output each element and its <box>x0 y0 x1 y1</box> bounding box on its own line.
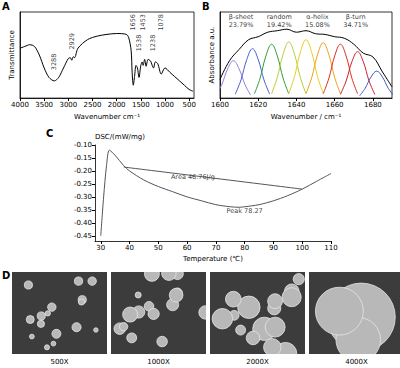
svg-text:Peak 78.27: Peak 78.27 <box>227 207 263 215</box>
svg-text:34.71%: 34.71% <box>343 21 368 29</box>
svg-text:-0.40: -0.40 <box>74 219 92 227</box>
svg-text:Temperature (℃): Temperature (℃) <box>182 255 243 263</box>
svg-text:3500: 3500 <box>35 101 53 109</box>
svg-text:500: 500 <box>182 101 195 109</box>
svg-text:1453: 1453 <box>139 14 147 31</box>
svg-text:19.42%: 19.42% <box>267 21 292 29</box>
svg-text:100: 100 <box>296 244 309 252</box>
svg-text:110: 110 <box>324 244 337 252</box>
svg-text:3000: 3000 <box>59 101 77 109</box>
svg-text:1078: 1078 <box>157 14 165 31</box>
svg-text:-0.25: -0.25 <box>74 180 92 188</box>
svg-text:4000X: 4000X <box>345 358 368 366</box>
svg-text:70: 70 <box>211 244 220 252</box>
svg-text:DSC/(mW/mg): DSC/(mW/mg) <box>95 133 145 141</box>
svg-text:Area 46.76J/g: Area 46.76J/g <box>170 172 215 181</box>
html-text:C: C <box>46 128 54 139</box>
svg-text:Absorbance a.u.: Absorbance a.u. <box>208 27 216 84</box>
svg-text:-0.45: -0.45 <box>74 232 92 240</box>
html-text:B: B <box>202 1 210 12</box>
svg-text:-0.10: -0.10 <box>74 141 92 149</box>
svg-text:2000X: 2000X <box>246 358 269 366</box>
svg-text:500X: 500X <box>50 358 68 366</box>
svg-text:90: 90 <box>269 244 278 252</box>
svg-text:1620: 1620 <box>249 101 267 109</box>
svg-text:1000X: 1000X <box>147 358 170 366</box>
svg-text:15.08%: 15.08% <box>305 21 330 29</box>
svg-text:50: 50 <box>154 244 163 252</box>
svg-text:1660: 1660 <box>326 101 344 109</box>
svg-text:2929: 2929 <box>68 33 76 50</box>
svg-text:Wavenumber cm⁻¹: Wavenumber cm⁻¹ <box>74 113 140 121</box>
svg-text:30: 30 <box>96 244 105 252</box>
svg-text:40: 40 <box>125 244 134 252</box>
svg-text:α-helix: α-helix <box>306 13 328 21</box>
svg-text:1238: 1238 <box>149 35 157 52</box>
svg-text:-0.35: -0.35 <box>74 206 92 214</box>
svg-text:Wavenumber / cm⁻¹: Wavenumber / cm⁻¹ <box>271 113 342 121</box>
svg-text:4000: 4000 <box>11 101 29 109</box>
svg-text:80: 80 <box>240 244 249 252</box>
svg-text:1656: 1656 <box>129 14 137 31</box>
html-text:A: A <box>2 1 10 12</box>
svg-text:random: random <box>267 13 292 21</box>
svg-text:60: 60 <box>183 244 192 252</box>
svg-text:-0.30: -0.30 <box>74 193 92 201</box>
svg-text:1600: 1600 <box>211 101 229 109</box>
svg-text:-0.15: -0.15 <box>74 154 92 162</box>
svg-text:Transmittance: Transmittance <box>8 30 16 81</box>
svg-text:1640: 1640 <box>288 101 306 109</box>
svg-text:1500: 1500 <box>132 101 150 109</box>
svg-text:2500: 2500 <box>84 101 102 109</box>
svg-text:2000: 2000 <box>108 101 126 109</box>
svg-text:1680: 1680 <box>364 101 382 109</box>
svg-text:β-sheet: β-sheet <box>229 13 254 21</box>
svg-text:3288: 3288 <box>50 54 58 71</box>
svg-text:23.79%: 23.79% <box>229 21 254 29</box>
svg-text:-0.20: -0.20 <box>74 167 92 175</box>
svg-text:1538: 1538 <box>135 35 143 52</box>
svg-text:1000: 1000 <box>156 101 174 109</box>
svg-text:β-turn: β-turn <box>346 13 366 21</box>
html-text:D: D <box>2 270 11 281</box>
